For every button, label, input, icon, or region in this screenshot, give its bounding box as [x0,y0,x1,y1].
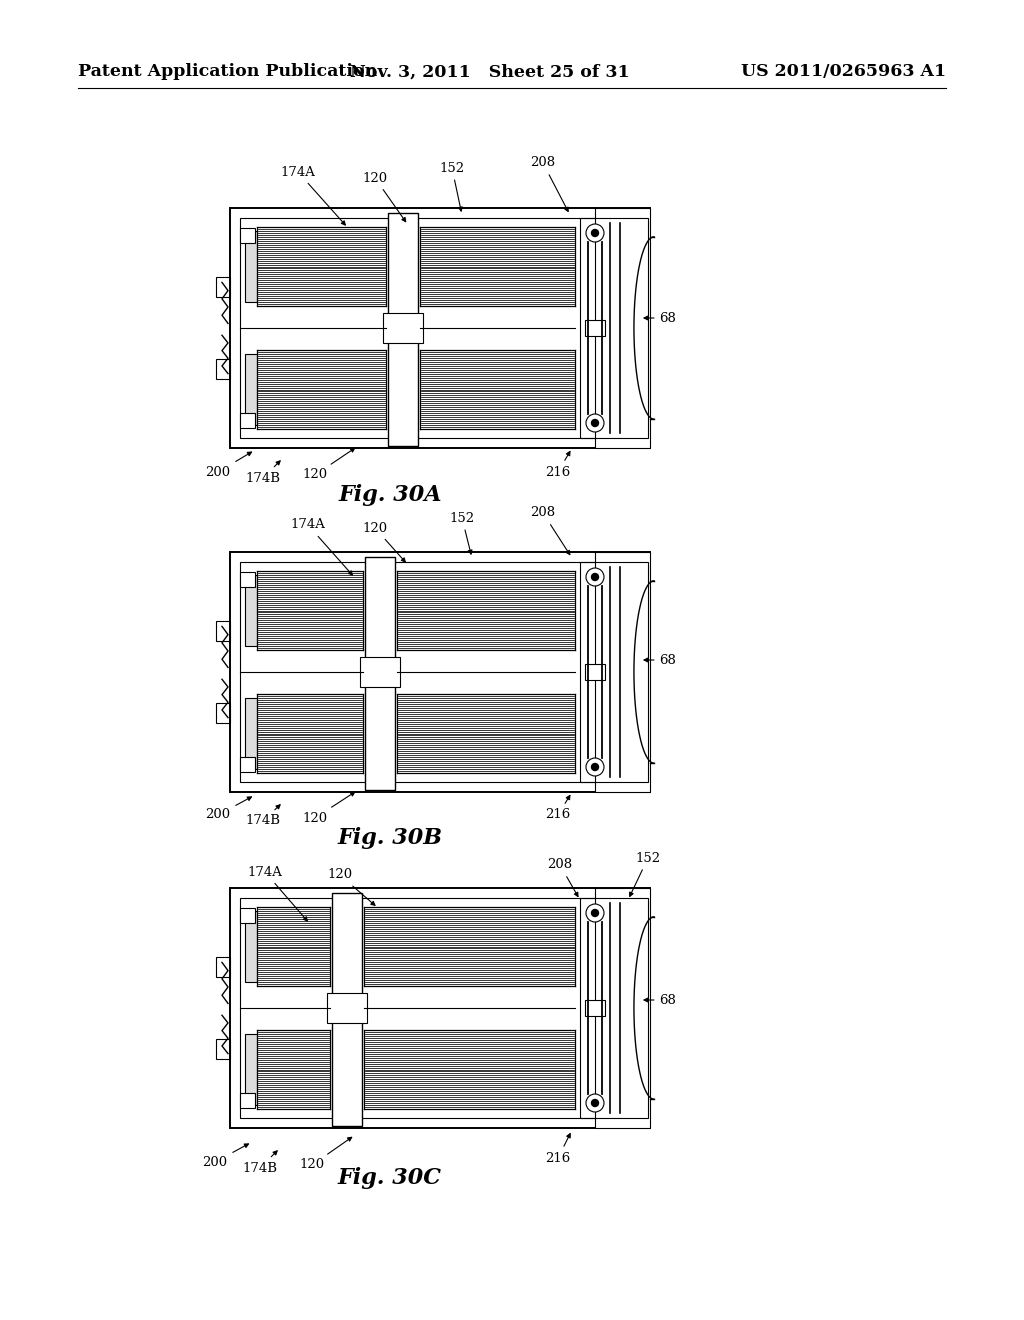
Bar [240,898,640,1118]
Text: Fig. 30A: Fig. 30A [338,484,441,506]
Circle shape [586,904,604,921]
Bar [580,218,648,438]
Text: 120: 120 [328,869,375,906]
Circle shape [586,224,604,242]
Bar [216,359,230,379]
Text: 174A: 174A [248,866,307,921]
Text: 120: 120 [362,521,406,562]
Bar [585,664,605,680]
Text: 216: 216 [546,796,570,821]
Text: 208: 208 [548,858,578,896]
Circle shape [586,758,604,776]
Bar [230,888,650,1129]
Bar [585,1001,605,1016]
Text: 152: 152 [439,161,465,211]
Text: 200: 200 [203,1144,249,1168]
Bar [245,911,257,982]
Text: 152: 152 [450,511,474,554]
Text: 216: 216 [546,1134,570,1164]
Bar [216,1039,230,1059]
Text: 174A: 174A [291,519,352,576]
Circle shape [592,573,598,581]
Bar [595,209,650,447]
Bar [240,562,640,781]
Text: 200: 200 [206,797,252,821]
Text: 216: 216 [546,451,570,479]
Bar [245,231,257,302]
Bar [245,1034,257,1105]
Bar [585,319,605,337]
Circle shape [586,414,604,432]
Bar [332,894,362,1011]
Circle shape [592,230,598,236]
Bar [240,218,640,438]
Circle shape [592,909,598,916]
Text: 174B: 174B [246,805,281,828]
Bar [327,993,367,1023]
Bar [216,702,230,722]
Text: 152: 152 [630,851,660,896]
Bar [240,1093,255,1107]
Bar [216,622,230,642]
Bar [216,957,230,977]
Bar [595,888,650,1129]
Text: 120: 120 [362,172,406,222]
Circle shape [586,1094,604,1111]
Text: 68: 68 [644,312,677,325]
Text: Patent Application Publication: Patent Application Publication [78,63,377,81]
Bar [240,572,255,587]
Text: Nov. 3, 2011   Sheet 25 of 31: Nov. 3, 2011 Sheet 25 of 31 [350,63,630,81]
Text: 120: 120 [302,792,354,825]
Bar [230,552,650,792]
Circle shape [586,568,604,586]
Text: Fig. 30C: Fig. 30C [338,1167,442,1189]
Bar [332,1010,362,1126]
Bar [388,330,418,446]
Bar [580,562,648,781]
Text: 174B: 174B [243,1151,278,1175]
Text: 200: 200 [206,451,252,479]
Bar [216,277,230,297]
Circle shape [592,1100,598,1106]
Bar [383,313,423,343]
Bar [245,576,257,645]
Text: 68: 68 [644,994,677,1006]
Circle shape [592,763,598,771]
Bar [230,209,650,447]
Bar [388,213,418,331]
Bar [245,698,257,770]
Bar [580,898,648,1118]
Text: US 2011/0265963 A1: US 2011/0265963 A1 [741,63,946,81]
Text: 174A: 174A [281,165,345,224]
Bar [240,756,255,772]
Bar [360,657,400,686]
Text: 120: 120 [302,449,354,482]
Bar [365,675,395,789]
Text: 208: 208 [530,507,569,554]
Bar [240,413,255,428]
Circle shape [592,420,598,426]
Bar [595,552,650,792]
Text: 68: 68 [644,653,677,667]
Bar [245,354,257,425]
Bar [240,908,255,923]
Bar [240,228,255,243]
Bar [365,557,395,675]
Text: 174B: 174B [246,461,281,484]
Text: 208: 208 [530,157,568,211]
Text: Fig. 30B: Fig. 30B [338,828,442,849]
Text: 120: 120 [299,1138,351,1172]
